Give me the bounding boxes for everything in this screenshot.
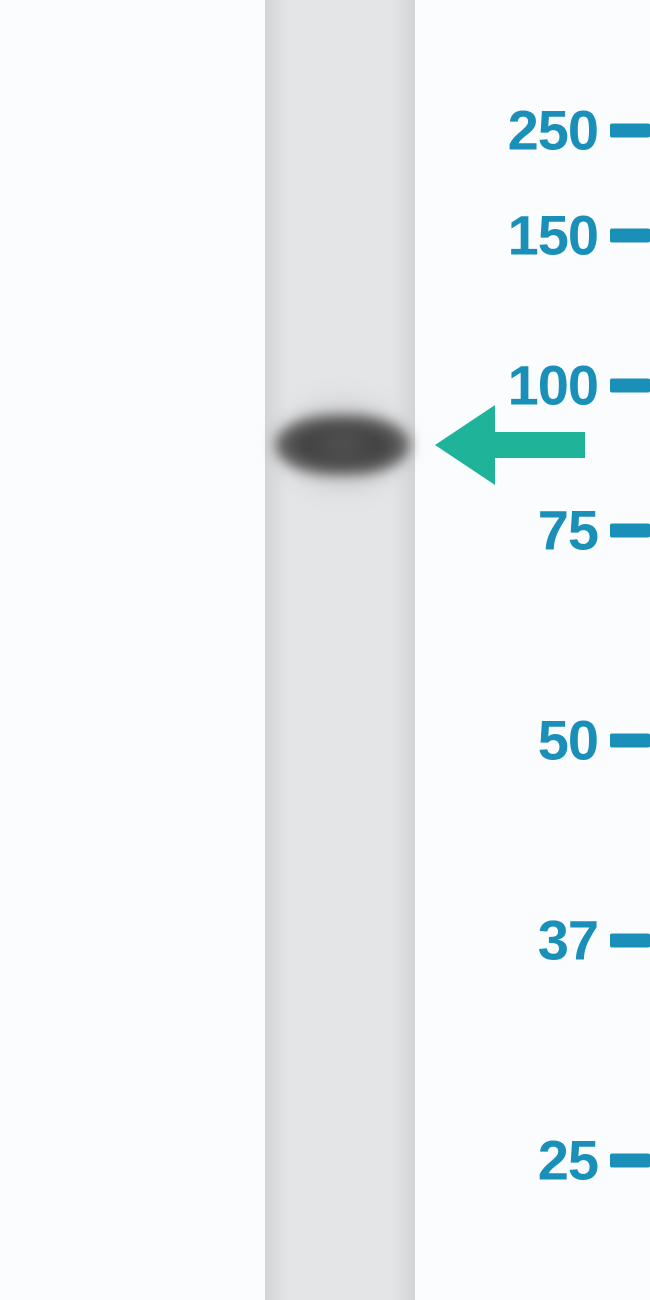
marker-label: 50 bbox=[538, 708, 598, 773]
indicator-arrow bbox=[435, 405, 585, 485]
ladder-marker: 50 bbox=[393, 708, 650, 773]
marker-label: 25 bbox=[538, 1128, 598, 1193]
marker-dash bbox=[610, 933, 650, 947]
marker-dash bbox=[610, 228, 650, 242]
protein-band-halo bbox=[265, 391, 420, 499]
marker-label: 150 bbox=[508, 203, 598, 268]
arrow-head-icon bbox=[435, 405, 495, 485]
ladder-marker: 150 bbox=[393, 203, 650, 268]
ladder-marker: 75 bbox=[393, 498, 650, 563]
gel-lane bbox=[265, 0, 415, 1300]
marker-dash bbox=[610, 523, 650, 537]
marker-dash bbox=[610, 378, 650, 392]
marker-dash bbox=[610, 1153, 650, 1167]
marker-label: 75 bbox=[538, 498, 598, 563]
ladder-marker: 250 bbox=[393, 98, 650, 163]
marker-label: 37 bbox=[538, 908, 598, 973]
blot-canvas: 25015010075503725 bbox=[0, 0, 650, 1300]
arrow-shaft bbox=[495, 432, 585, 458]
ladder-marker: 25 bbox=[393, 1128, 650, 1193]
marker-label: 250 bbox=[508, 98, 598, 163]
marker-dash bbox=[610, 123, 650, 137]
marker-dash bbox=[610, 733, 650, 747]
ladder-marker: 37 bbox=[393, 908, 650, 973]
